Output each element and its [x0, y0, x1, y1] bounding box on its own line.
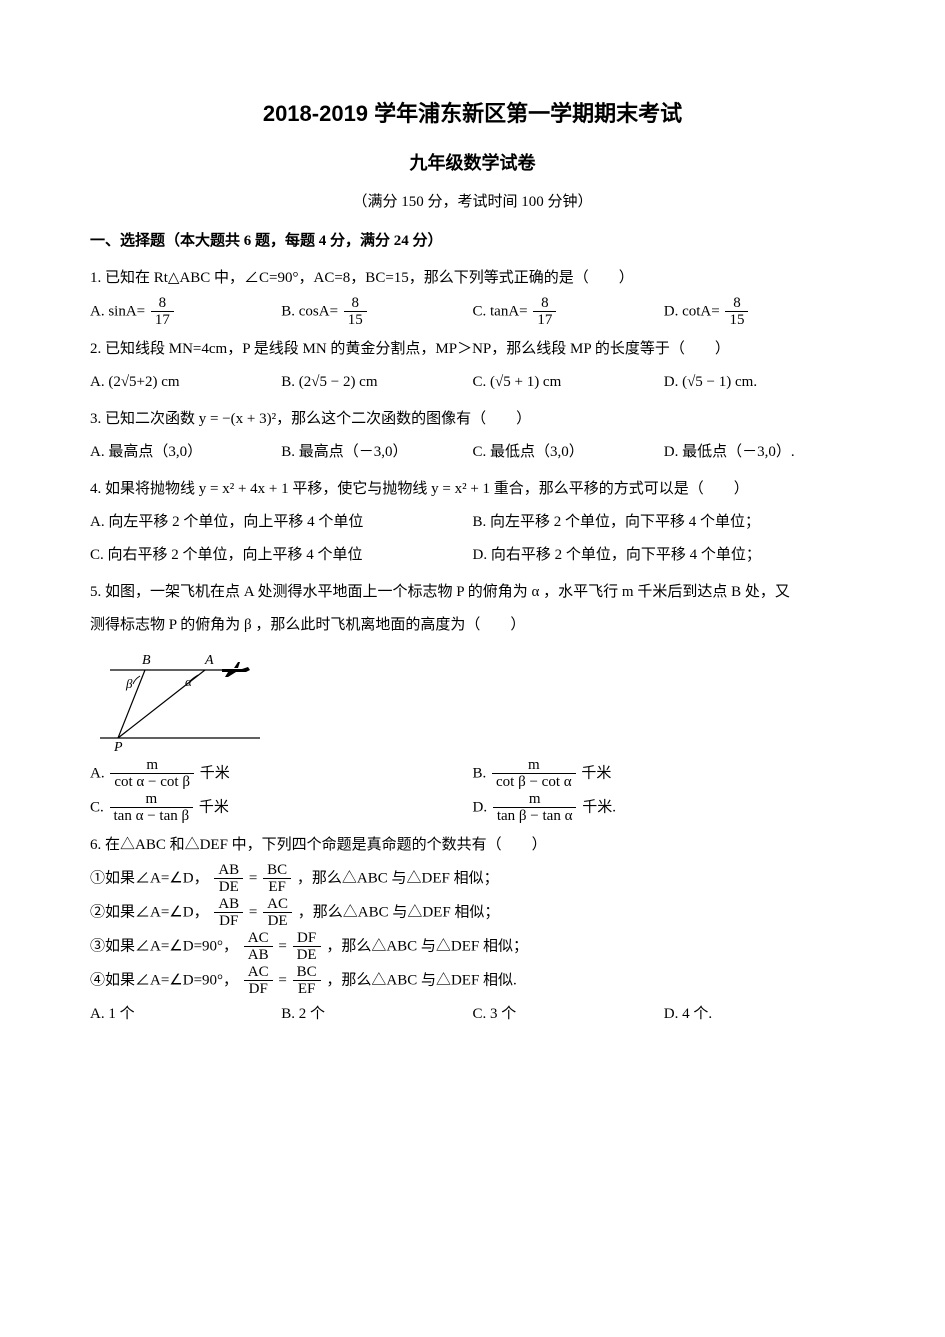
q1-option-a: A. sinA= 817 — [90, 295, 281, 329]
label-a: A — [204, 653, 214, 668]
q4-option-c: C. 向右平移 2 个单位，向上平移 4 个单位 — [90, 539, 473, 572]
q3-option-b: B. 最高点（－3,0） — [281, 436, 472, 469]
label-alpha: α — [185, 674, 193, 689]
q5-stem-line2: 测得标志物 P 的俯角为 β ，那么此时飞机离地面的高度为（ ） — [90, 609, 855, 642]
q6-options: A. 1 个 B. 2 个 C. 3 个 D. 4 个. — [90, 998, 855, 1031]
q3-option-a: A. 最高点（3,0） — [90, 436, 281, 469]
label-beta: β — [125, 676, 133, 691]
q4-stem: 4. 如果将抛物线 y = x² + 4x + 1 平移，使它与抛物线 y = … — [90, 473, 855, 506]
exam-info: （满分 150 分，考试时间 100 分钟） — [90, 186, 855, 219]
q3-option-d: D. 最低点（－3,0）. — [664, 436, 855, 469]
q5-figure: B A P α β — [90, 648, 855, 753]
q6-statement-1: ①如果∠A=∠D， ABDE = BCEF ，那么△ABC 与△DEF 相似； — [90, 862, 855, 896]
q6-statement-3: ③如果∠A=∠D=90°， ACAB = DFDE ，那么△ABC 与△DEF … — [90, 930, 855, 964]
q1-option-c: C. tanA= 817 — [473, 295, 664, 329]
question-2: 2. 已知线段 MN=4cm，P 是线段 MN 的黄金分割点，MP＞NP，那么线… — [90, 333, 855, 399]
q5-option-d: D. mtan β − tan α 千米. — [473, 791, 856, 825]
q1-stem: 1. 已知在 Rt△ABC 中，∠C=90°，AC=8，BC=15，那么下列等式… — [90, 262, 855, 295]
label-p: P — [113, 740, 123, 753]
q6-option-c: C. 3 个 — [473, 998, 664, 1031]
q5-options: A. mcot α − cot β 千米 B. mcot β − cot α 千… — [90, 757, 855, 825]
q2-options: A. (2√5+2) cm B. (2√5 − 2) cm C. (√5 + 1… — [90, 366, 855, 399]
q6-stem: 6. 在△ABC 和△DEF 中，下列四个命题是真命题的个数共有（ ） — [90, 829, 855, 862]
q4-option-a: A. 向左平移 2 个单位，向上平移 4 个单位 — [90, 506, 473, 539]
q5-stem-line1: 5. 如图，一架飞机在点 A 处测得水平地面上一个标志物 P 的俯角为 α ，水… — [90, 576, 855, 609]
airplane-diagram: B A P α β — [90, 648, 320, 753]
q5-option-a: A. mcot α − cot β 千米 — [90, 757, 473, 791]
question-1: 1. 已知在 Rt△ABC 中，∠C=90°，AC=8，BC=15，那么下列等式… — [90, 262, 855, 329]
question-6: 6. 在△ABC 和△DEF 中，下列四个命题是真命题的个数共有（ ） ①如果∠… — [90, 829, 855, 1031]
q2-stem: 2. 已知线段 MN=4cm，P 是线段 MN 的黄金分割点，MP＞NP，那么线… — [90, 333, 855, 366]
q4-options: A. 向左平移 2 个单位，向上平移 4 个单位 B. 向左平移 2 个单位，向… — [90, 506, 855, 572]
q2-option-d: D. (√5 − 1) cm. — [664, 366, 855, 399]
q6-option-b: B. 2 个 — [281, 998, 472, 1031]
q2-option-a: A. (2√5+2) cm — [90, 366, 281, 399]
section-heading: 一、选择题（本大题共 6 题，每题 4 分，满分 24 分） — [90, 225, 855, 258]
q4-option-d: D. 向右平移 2 个单位，向下平移 4 个单位； — [473, 539, 856, 572]
q1-option-b: B. cosA= 815 — [281, 295, 472, 329]
main-title: 2018-2019 学年浦东新区第一学期期末考试 — [90, 90, 855, 138]
q6-statement-2: ②如果∠A=∠D， ABDF = ACDE ，那么△ABC 与△DEF 相似； — [90, 896, 855, 930]
question-4: 4. 如果将抛物线 y = x² + 4x + 1 平移，使它与抛物线 y = … — [90, 473, 855, 572]
label-b: B — [142, 653, 151, 668]
q5-option-c: C. mtan α − tan β 千米 — [90, 791, 473, 825]
airplane-icon — [222, 662, 250, 677]
q6-option-d: D. 4 个. — [664, 998, 855, 1031]
q2-option-c: C. (√5 + 1) cm — [473, 366, 664, 399]
q1-option-d: D. cotA= 815 — [664, 295, 855, 329]
q6-statement-4: ④如果∠A=∠D=90°， ACDF = BCEF ，那么△ABC 与△DEF … — [90, 964, 855, 998]
q4-option-b: B. 向左平移 2 个单位，向下平移 4 个单位； — [473, 506, 856, 539]
q3-stem: 3. 已知二次函数 y = −(x + 3)²，那么这个二次函数的图像有（ ） — [90, 403, 855, 436]
q1-options: A. sinA= 817 B. cosA= 815 C. tanA= 817 D… — [90, 295, 855, 329]
q3-options: A. 最高点（3,0） B. 最高点（－3,0） C. 最低点（3,0） D. … — [90, 436, 855, 469]
q6-option-a: A. 1 个 — [90, 998, 281, 1031]
question-3: 3. 已知二次函数 y = −(x + 3)²，那么这个二次函数的图像有（ ） … — [90, 403, 855, 469]
sub-title: 九年级数学试卷 — [90, 144, 855, 184]
question-5: 5. 如图，一架飞机在点 A 处测得水平地面上一个标志物 P 的俯角为 α ，水… — [90, 576, 855, 825]
q2-option-b: B. (2√5 − 2) cm — [281, 366, 472, 399]
q5-option-b: B. mcot β − cot α 千米 — [473, 757, 856, 791]
q3-option-c: C. 最低点（3,0） — [473, 436, 664, 469]
